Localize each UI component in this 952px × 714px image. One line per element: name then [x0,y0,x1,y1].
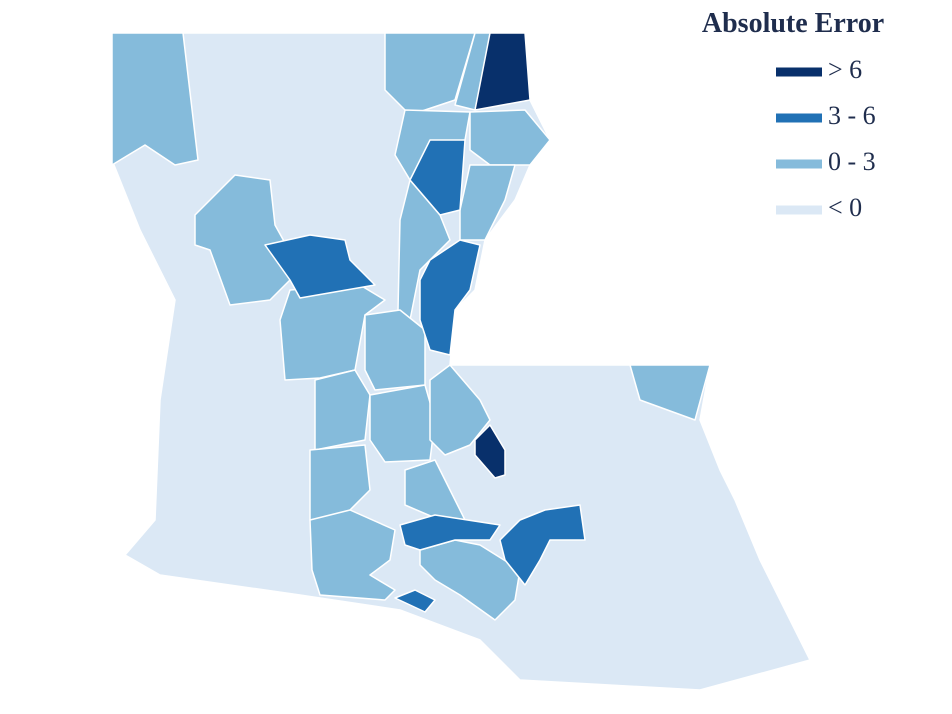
parish [397,179,451,321]
parish [369,384,436,463]
parish [399,514,501,551]
legend-title: Absolute Error [702,8,884,39]
parish [394,589,436,613]
parish [384,32,476,116]
parish [429,364,491,456]
parish [309,509,396,601]
parish [419,239,481,356]
parish [474,424,506,479]
parish [264,234,376,299]
parish [314,369,371,451]
parish [469,109,551,166]
parish [409,139,466,216]
legend-label: 0 - 3 [828,147,876,176]
legend-label: > 6 [828,55,862,84]
legend-label: < 0 [828,193,862,222]
legend: > 6 3 - 6 0 - 3 < 0 [776,55,876,222]
louisiana-map [111,32,811,691]
parish [309,444,371,521]
parish [629,364,711,421]
parish [474,32,531,111]
parish [194,174,301,306]
state-outline [111,32,811,691]
parish [419,539,521,621]
parish [111,32,199,166]
legend-label: 3 - 6 [828,101,876,130]
parish [499,504,586,586]
parish [364,309,426,391]
